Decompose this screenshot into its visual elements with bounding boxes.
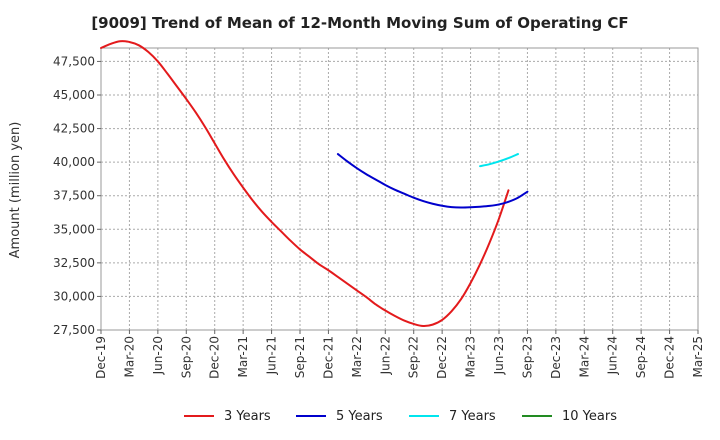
legend-swatch-10-years xyxy=(522,415,552,417)
axis-layer: 27,500 30,000 32,500 35,000 37,500 40,000 42,5… xyxy=(53,54,705,378)
legend-item-10-years: 10 Years xyxy=(522,406,617,426)
x-tick-label: Dec-23 xyxy=(549,336,563,379)
y-tick-label: 30,000 xyxy=(53,289,95,303)
x-tick-label: Dec-21 xyxy=(321,336,335,379)
series-line-7-years xyxy=(479,153,519,168)
legend-item-3-years: 3 Years xyxy=(184,406,271,426)
x-tick-label: Jun-23 xyxy=(492,336,506,375)
x-tick-label: Mar-23 xyxy=(464,336,478,377)
x-tick-label: Mar-24 xyxy=(577,336,591,377)
x-tick-label: Dec-20 xyxy=(208,336,222,379)
x-tick-label: Jun-24 xyxy=(606,336,620,375)
legend-swatch-3-years xyxy=(184,415,214,417)
y-tick-label: 27,500 xyxy=(53,323,95,337)
x-tick-label: Sep-21 xyxy=(293,336,307,378)
series-layer xyxy=(100,40,529,327)
y-tick-label: 42,500 xyxy=(53,122,95,136)
x-tick-label: Sep-23 xyxy=(520,336,534,378)
x-tick-label: Jun-21 xyxy=(265,336,279,375)
legend-swatch-5-years xyxy=(296,415,326,417)
legend-item-7-years: 7 Years xyxy=(409,406,496,426)
y-tick-label: 47,500 xyxy=(53,54,95,68)
legend-label-3-years: 3 Years xyxy=(224,408,271,424)
legend-label-10-years: 10 Years xyxy=(562,408,617,424)
legend-swatch-7-years xyxy=(409,415,439,417)
x-tick-label: Sep-20 xyxy=(179,336,193,378)
x-tick-label: Mar-22 xyxy=(350,336,364,377)
y-tick-label: 45,000 xyxy=(53,88,95,102)
y-tick-label: 35,000 xyxy=(53,222,95,236)
x-tick-label: Dec-19 xyxy=(94,336,108,379)
legend-item-5-years: 5 Years xyxy=(296,406,383,426)
x-tick-label: Jun-22 xyxy=(378,336,392,375)
x-tick-label: Mar-20 xyxy=(122,336,136,377)
y-tick-label: 37,500 xyxy=(53,189,95,203)
x-tick-label: Jun-20 xyxy=(151,336,165,375)
chart-title: [9009] Trend of Mean of 12-Month Moving … xyxy=(91,14,629,32)
legend-label-7-years: 7 Years xyxy=(449,408,496,424)
legend-label-5-years: 5 Years xyxy=(336,408,383,424)
x-tick-label: Mar-25 xyxy=(691,336,705,377)
series-line-5-years xyxy=(336,153,529,209)
x-tick-label: Sep-22 xyxy=(407,336,421,378)
y-axis-label: Amount (million yen) xyxy=(8,122,23,259)
y-tick-label: 40,000 xyxy=(53,155,95,169)
x-tick-label: Dec-24 xyxy=(663,336,677,379)
series-line-3-years xyxy=(100,40,510,327)
x-tick-label: Mar-21 xyxy=(236,336,250,377)
grid-layer xyxy=(100,48,699,331)
legend: 3 Years 5 Years 7 Years 10 Years xyxy=(0,406,720,426)
plot-frame xyxy=(100,47,699,331)
y-tick-label: 32,500 xyxy=(53,256,95,270)
x-tick-label: Sep-24 xyxy=(634,336,648,378)
x-tick-label: Dec-22 xyxy=(435,336,449,379)
